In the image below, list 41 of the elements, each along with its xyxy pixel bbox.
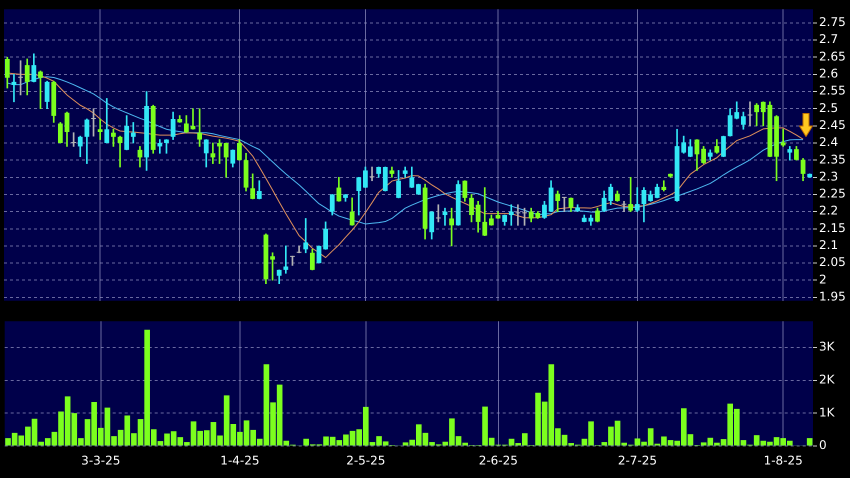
y-tick-label: 2.5	[819, 100, 838, 115]
y-tick-label: 3K	[819, 340, 836, 354]
y-tick-label: 2.25	[819, 186, 846, 201]
candlestick	[622, 200, 626, 212]
candlestick	[290, 256, 295, 266]
candlestick	[38, 70, 43, 110]
y-tick-label: 2.2	[819, 204, 838, 218]
x-tick-label: 2-7-25	[618, 453, 658, 468]
y-tick-label: 2.7	[819, 32, 838, 46]
candlestick	[118, 136, 122, 168]
y-tick-label: 2.4	[819, 135, 838, 150]
bar	[806, 438, 813, 446]
candlestick	[748, 101, 752, 126]
candlestick	[18, 60, 23, 96]
y-tick-label: 2.1	[819, 238, 838, 252]
y-tick-label: 2	[819, 272, 827, 286]
x-tick-label: 3-3-25	[81, 453, 120, 468]
y-tick-label: 2.75	[819, 15, 846, 30]
candlestick	[442, 208, 448, 226]
y-tick-label: 2.35	[819, 152, 846, 166]
y-tick-label: 1K	[819, 405, 836, 420]
x-tick-label: 2-5-25	[346, 453, 386, 468]
y-tick-label: 1.95	[819, 289, 846, 304]
y-tick-label: 2.05	[819, 255, 846, 270]
y-tick-label: 2.6	[819, 66, 838, 81]
y-tick-label: 2.65	[819, 49, 846, 64]
candlestick	[91, 108, 96, 136]
x-tick-label: 1-4-25	[220, 453, 260, 468]
y-tick-label: 2.55	[819, 84, 846, 98]
y-tick-label: 2.3	[819, 169, 838, 184]
candlestick	[370, 166, 374, 182]
x-tick-label: 2-6-25	[478, 453, 518, 468]
y-tick-label: 2.15	[819, 220, 846, 235]
y-tick-label: 0	[819, 438, 827, 452]
y-tick-label: 2K	[819, 372, 836, 386]
y-tick-label: 2.45	[819, 118, 846, 132]
candlestick	[190, 108, 196, 130]
candlestick	[217, 139, 222, 164]
x-tick-label: 1-8-25	[764, 453, 803, 468]
candlestick	[164, 139, 169, 154]
candlestick	[12, 74, 16, 102]
